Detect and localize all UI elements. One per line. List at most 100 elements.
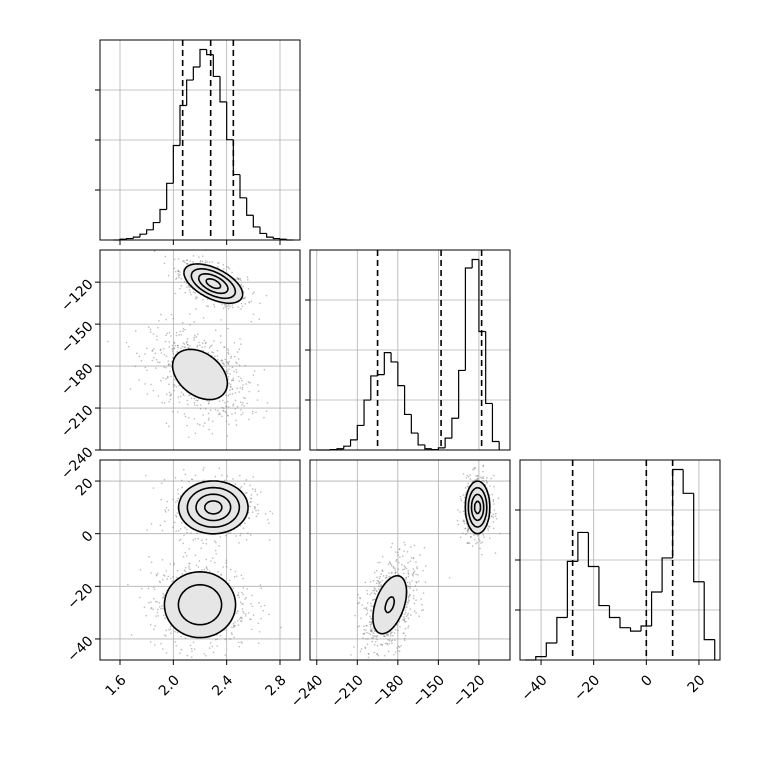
p2_vs_p0-density-cell [240, 517, 243, 521]
p2_vs_p0-density-cell [210, 487, 213, 491]
p2_vs_p1-sample-point [494, 512, 497, 515]
p2_vs_p0-sample-point [215, 541, 217, 544]
p2_vs_p0-density-cell [210, 575, 213, 578]
p1_vs_p0-density-cell [195, 382, 198, 386]
p1_vs_p0-density-cell [195, 370, 198, 373]
p1_vs_p0-density-cell [177, 355, 181, 358]
p2_vs_p0-density-cell [190, 597, 193, 601]
p1_vs_p0-sample-point [177, 346, 179, 349]
p2_vs_p0-density-cell [220, 485, 223, 488]
p2_vs_p0-density-cell [215, 497, 218, 501]
p1_vs_p0-density-cell [207, 380, 211, 383]
p1_vs_p0-density-cell [207, 387, 211, 391]
p1_vs_p0-sample-point [253, 370, 256, 372]
p2_vs_p0-density-cell [215, 527, 218, 531]
p2_vs_p0-density-cell [197, 630, 201, 633]
p2_vs_p0-sample-point [206, 568, 209, 571]
p2_vs_p0-density-cell [232, 525, 236, 528]
p2_vs_p0-density-cell [210, 522, 213, 526]
p2_vs_p0-density-cell [192, 500, 196, 503]
p2_vs_p0-density-cell [182, 597, 186, 601]
p2_vs_p1-sample-point [493, 509, 496, 511]
p1_vs_p0-density-cell [217, 275, 221, 278]
p1_vs_p0-density-cell [207, 370, 211, 373]
p2_vs_p0-density-cell [220, 582, 223, 586]
p2_vs_p0-density-cell [167, 595, 171, 598]
p2_vs_p0-density-cell [180, 507, 183, 511]
p1_vs_p0-density-cell [200, 265, 203, 268]
p2_vs_p0-sample-point [215, 673, 217, 675]
p2_vs_p0-sample-point [159, 524, 162, 526]
p2_vs_p0-density-cell [175, 612, 178, 616]
p2_vs_p0-density-cell [225, 520, 228, 523]
p2_vs_p0-density-cell [210, 600, 213, 603]
p1_vs_p0-density-cell [185, 362, 188, 366]
p1_vs_p0-sample-point [208, 346, 211, 349]
p2_vs_p0-density-cell [187, 492, 191, 496]
p2_vs_p0-sample-point [237, 592, 240, 594]
p2_vs_p0-density-cell [192, 497, 196, 501]
p1_vs_p0-density-cell [227, 300, 231, 303]
p2_vs_p0-sample-point [188, 567, 190, 569]
p2_vs_p0-density-cell [210, 622, 213, 626]
p2_vs_p0-sample-point [251, 488, 254, 490]
p2_vs_p0-density-cell [185, 607, 188, 611]
p2_vs_p0-density-cell [217, 627, 221, 631]
p1_vs_p0-sample-point [202, 299, 204, 301]
p2_vs_p0-density-cell [187, 585, 191, 588]
p2_vs_p0-density-cell [200, 487, 203, 491]
p1_vs_p0-density-cell [192, 360, 196, 363]
p2_vs_p0-density-cell [185, 592, 188, 596]
p1_vs_p0-density-cell [207, 270, 211, 273]
p1_vs_p0-density-cell [195, 355, 198, 358]
p2_vs_p0-density-cell [192, 515, 196, 518]
p2_vs_p0-density-cell [212, 530, 216, 533]
p2_vs_p0-density-cell [215, 617, 218, 621]
p2_vs_p0-density-cell [205, 482, 208, 486]
p2_vs_p0-density-cell [197, 485, 201, 488]
p2_vs_p0-density-cell [195, 485, 198, 488]
p2_vs_p0-density-cell [200, 490, 203, 493]
p1_vs_p0-sample-point [165, 366, 167, 369]
p2_vs_p0-sample-point [242, 610, 244, 613]
p1_vs_p0-density-cell [190, 377, 193, 381]
p2_vs_p0-sample-point [244, 492, 247, 494]
p1_vs_p0-sample-point [207, 402, 210, 404]
p2_vs_p0-density-cell [205, 607, 208, 611]
p2_vs_p0-density-cell [192, 495, 196, 498]
p2_vs_p0-density-cell [210, 617, 213, 621]
p2_vs_p0-density-cell [172, 587, 176, 591]
p1_vs_p0-density-cell [207, 367, 211, 371]
p2_vs_p0-density-cell [200, 627, 203, 631]
p2_vs_p0-density-cell [230, 525, 233, 528]
p1_vs_p0-sample-point [212, 351, 215, 354]
p2_vs_p0-density-cell [202, 582, 206, 586]
p2_vs_p0-density-cell [232, 487, 236, 491]
p2_vs_p0-density-cell [187, 522, 191, 526]
p2_vs_p0-sample-point [173, 521, 176, 524]
p1_vs_p0-sample-point [244, 364, 247, 367]
p1_vs_p0-sample-point [252, 374, 255, 376]
p1_vs_p0-density-cell [182, 360, 186, 363]
p2_vs_p0-density-cell [200, 635, 203, 638]
p0_marginal-bar-13 [199, 48, 207, 67]
p2_vs_p0-density-cell [230, 507, 233, 511]
p1_vs_p0-density-cell [180, 382, 183, 386]
p1_vs_p0-density-cell [205, 372, 208, 376]
p2_vs_p0-density-cell [167, 600, 171, 603]
p2_vs_p0-density-cell [202, 520, 206, 523]
p1_vs_p0-density-cell [175, 372, 178, 376]
p1_vs_p0-density-cell [212, 390, 216, 393]
p1_vs_p0-density-cell [215, 392, 218, 396]
p1_vs_p0-sample-point [235, 424, 238, 426]
p1_vs_p0-density-cell [217, 385, 221, 388]
p2_vs_p1-sample-point [457, 523, 460, 526]
p1_vs_p0-density-cell [207, 282, 211, 286]
p2_vs_p0-sample-point [165, 629, 168, 632]
p1_vs_p0-density-cell [200, 377, 203, 381]
p2_vs_p0-density-cell [190, 510, 193, 513]
p1_vs_p0-density-cell [230, 297, 233, 301]
p1_vs_p0-sample-point [164, 340, 167, 343]
p0_marginal-bar-5 [146, 229, 154, 235]
p1_marginal-bar-14 [410, 414, 419, 434]
